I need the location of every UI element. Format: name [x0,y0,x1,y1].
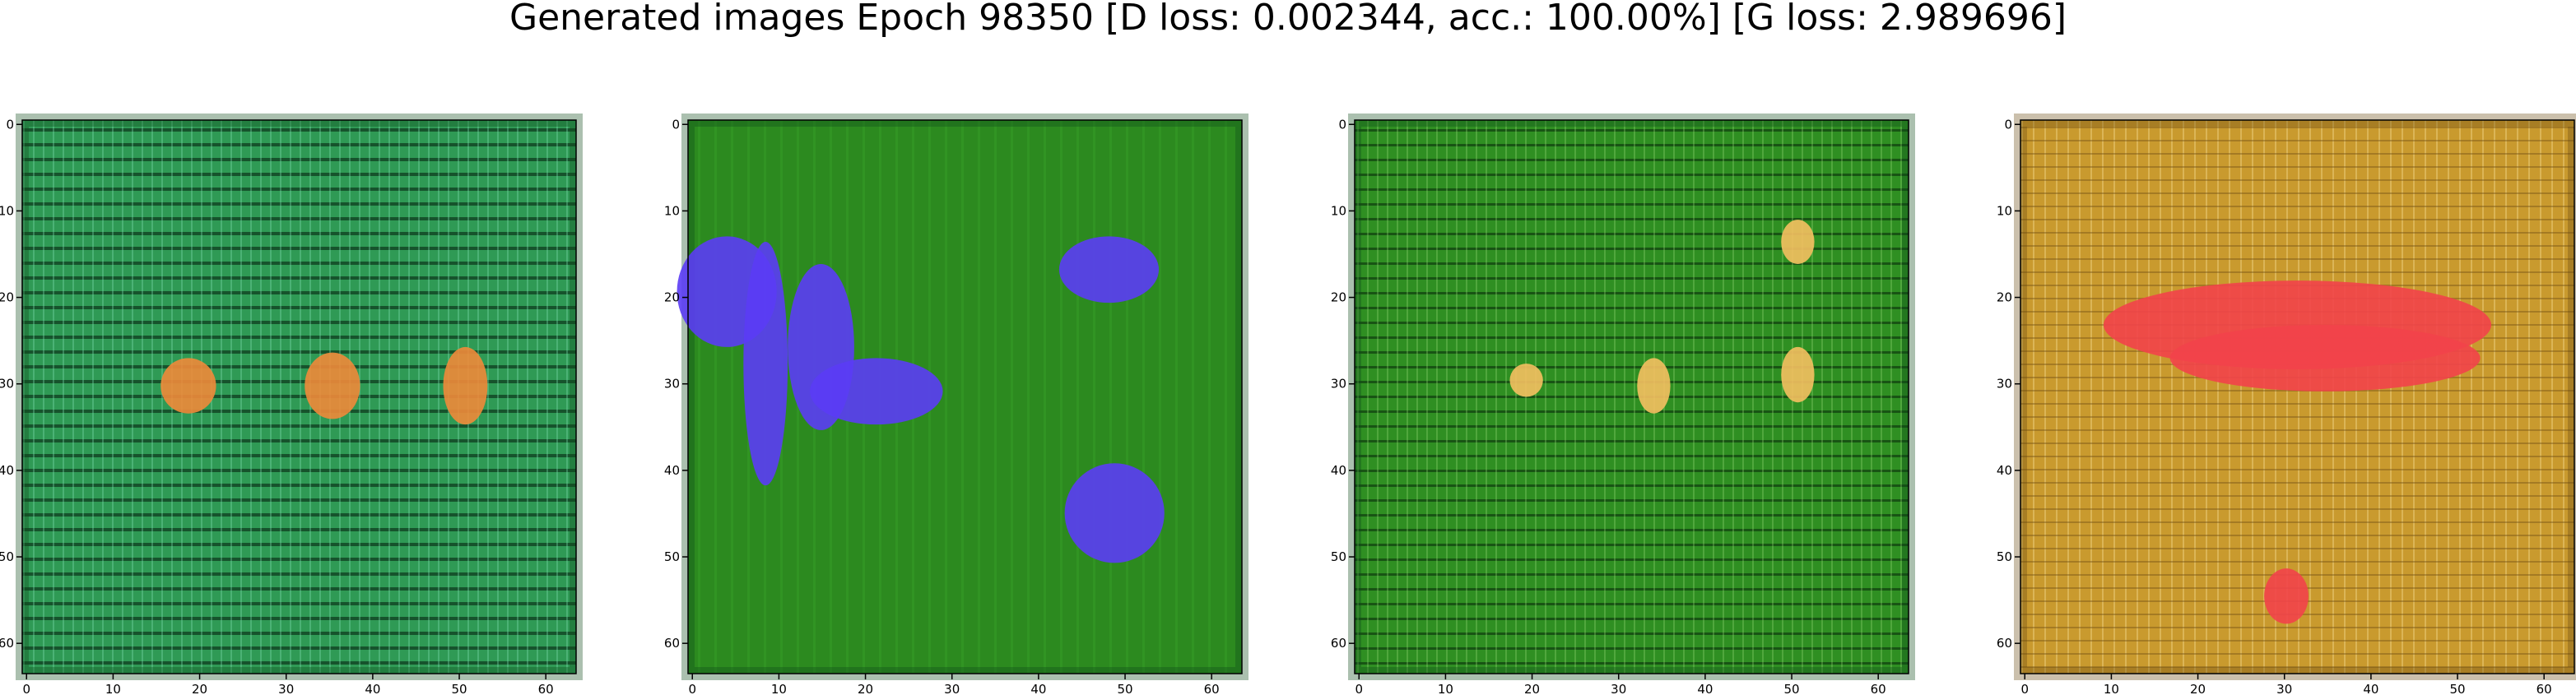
y-tick-label: 40 [0,463,14,478]
x-tick-label: 20 [192,682,207,695]
x-tick-label: 30 [1611,682,1626,695]
image-blob [810,358,943,425]
axes-frame [21,119,577,674]
y-tick-label: 0 [1338,117,1346,132]
y-tick-label: 50 [664,549,680,564]
y-tick-label: 30 [1331,377,1346,392]
axes-frame [2020,119,2575,674]
image-blob [2264,568,2309,624]
figure-title: Generated images Epoch 98350 [D loss: 0.… [509,0,2067,39]
image-panel-4: 0 10 20 30 40 50 60 0 10 20 30 40 50 60 [1997,114,2576,695]
x-tick-label: 50 [451,682,467,695]
x-tick-label: 10 [2104,682,2119,695]
y-tick-label: 20 [1331,290,1346,305]
x-tick-label: 50 [2449,682,2465,695]
x-tick-label: 50 [1783,682,1799,695]
x-tick-label: 10 [771,682,787,695]
y-tick-label: 0 [672,117,680,132]
image-panel-2: 0 10 20 30 40 50 60 0 10 20 30 40 50 60 [664,114,1248,695]
y-tick-label: 40 [1331,463,1346,478]
x-tick-label: 60 [1871,682,1886,695]
x-tick-label: 0 [22,682,30,695]
y-tick-label: 0 [2004,117,2012,132]
y-tick-label: 60 [664,636,680,651]
image-panel-3: 0 10 20 30 40 50 60 0 10 20 30 40 50 60 [1331,114,1915,695]
y-tick-label: 60 [1997,636,2012,651]
image-blob [160,358,216,414]
image-blob [1781,220,1815,264]
y-tick-label: 30 [0,377,14,392]
y-tick-label: 10 [1997,203,2012,218]
y-tick-label: 30 [664,377,680,392]
x-tick-label: 0 [2020,682,2029,695]
y-tick-label: 20 [0,290,14,305]
y-tick-label: 10 [1331,203,1346,218]
image-blob [1637,358,1671,414]
axes-frame [687,119,1243,674]
x-tick-label: 50 [1117,682,1132,695]
x-tick-label: 60 [538,682,554,695]
axes-frame [1354,119,1909,674]
x-tick-label: 10 [1438,682,1453,695]
y-tick-label: 10 [0,203,14,218]
x-tick-label: 0 [1355,682,1363,695]
x-tick-label: 40 [365,682,380,695]
image-blob [1058,236,1160,303]
x-tick-label: 0 [688,682,696,695]
image-blob [2169,325,2481,392]
y-tick-label: 40 [664,463,680,478]
x-tick-label: 30 [944,682,960,695]
y-tick-label: 50 [1997,549,2012,564]
x-tick-label: 60 [1204,682,1220,695]
image-blob [305,352,360,419]
x-tick-label: 30 [278,682,294,695]
x-tick-label: 40 [1697,682,1713,695]
image-blob [743,242,788,486]
y-tick-label: 30 [1997,377,2012,392]
x-tick-label: 40 [1030,682,1046,695]
image-blob [443,346,488,425]
y-tick-label: 50 [1331,549,1346,564]
y-tick-label: 60 [0,636,14,651]
y-tick-label: 40 [1997,463,2012,478]
x-tick-label: 20 [2190,682,2206,695]
x-tick-label: 10 [105,682,121,695]
y-tick-label: 20 [1997,290,2012,305]
y-tick-label: 20 [664,290,680,305]
y-tick-label: 10 [664,203,680,218]
y-tick-label: 60 [1331,636,1346,651]
generated-image [22,120,576,674]
image-blob [1509,364,1543,397]
image-blob [1064,463,1165,563]
y-tick-label: 0 [6,117,14,132]
image-panel-1: 0 10 20 30 40 50 60 0 10 20 30 40 50 60 [0,114,583,695]
x-tick-label: 30 [2276,682,2292,695]
x-tick-label: 20 [1524,682,1540,695]
generated-image [1355,120,1909,674]
x-tick-label: 20 [858,682,873,695]
x-tick-label: 40 [2363,682,2378,695]
x-tick-label: 60 [2536,682,2552,695]
image-blob [1781,346,1815,403]
y-tick-label: 50 [0,549,14,564]
